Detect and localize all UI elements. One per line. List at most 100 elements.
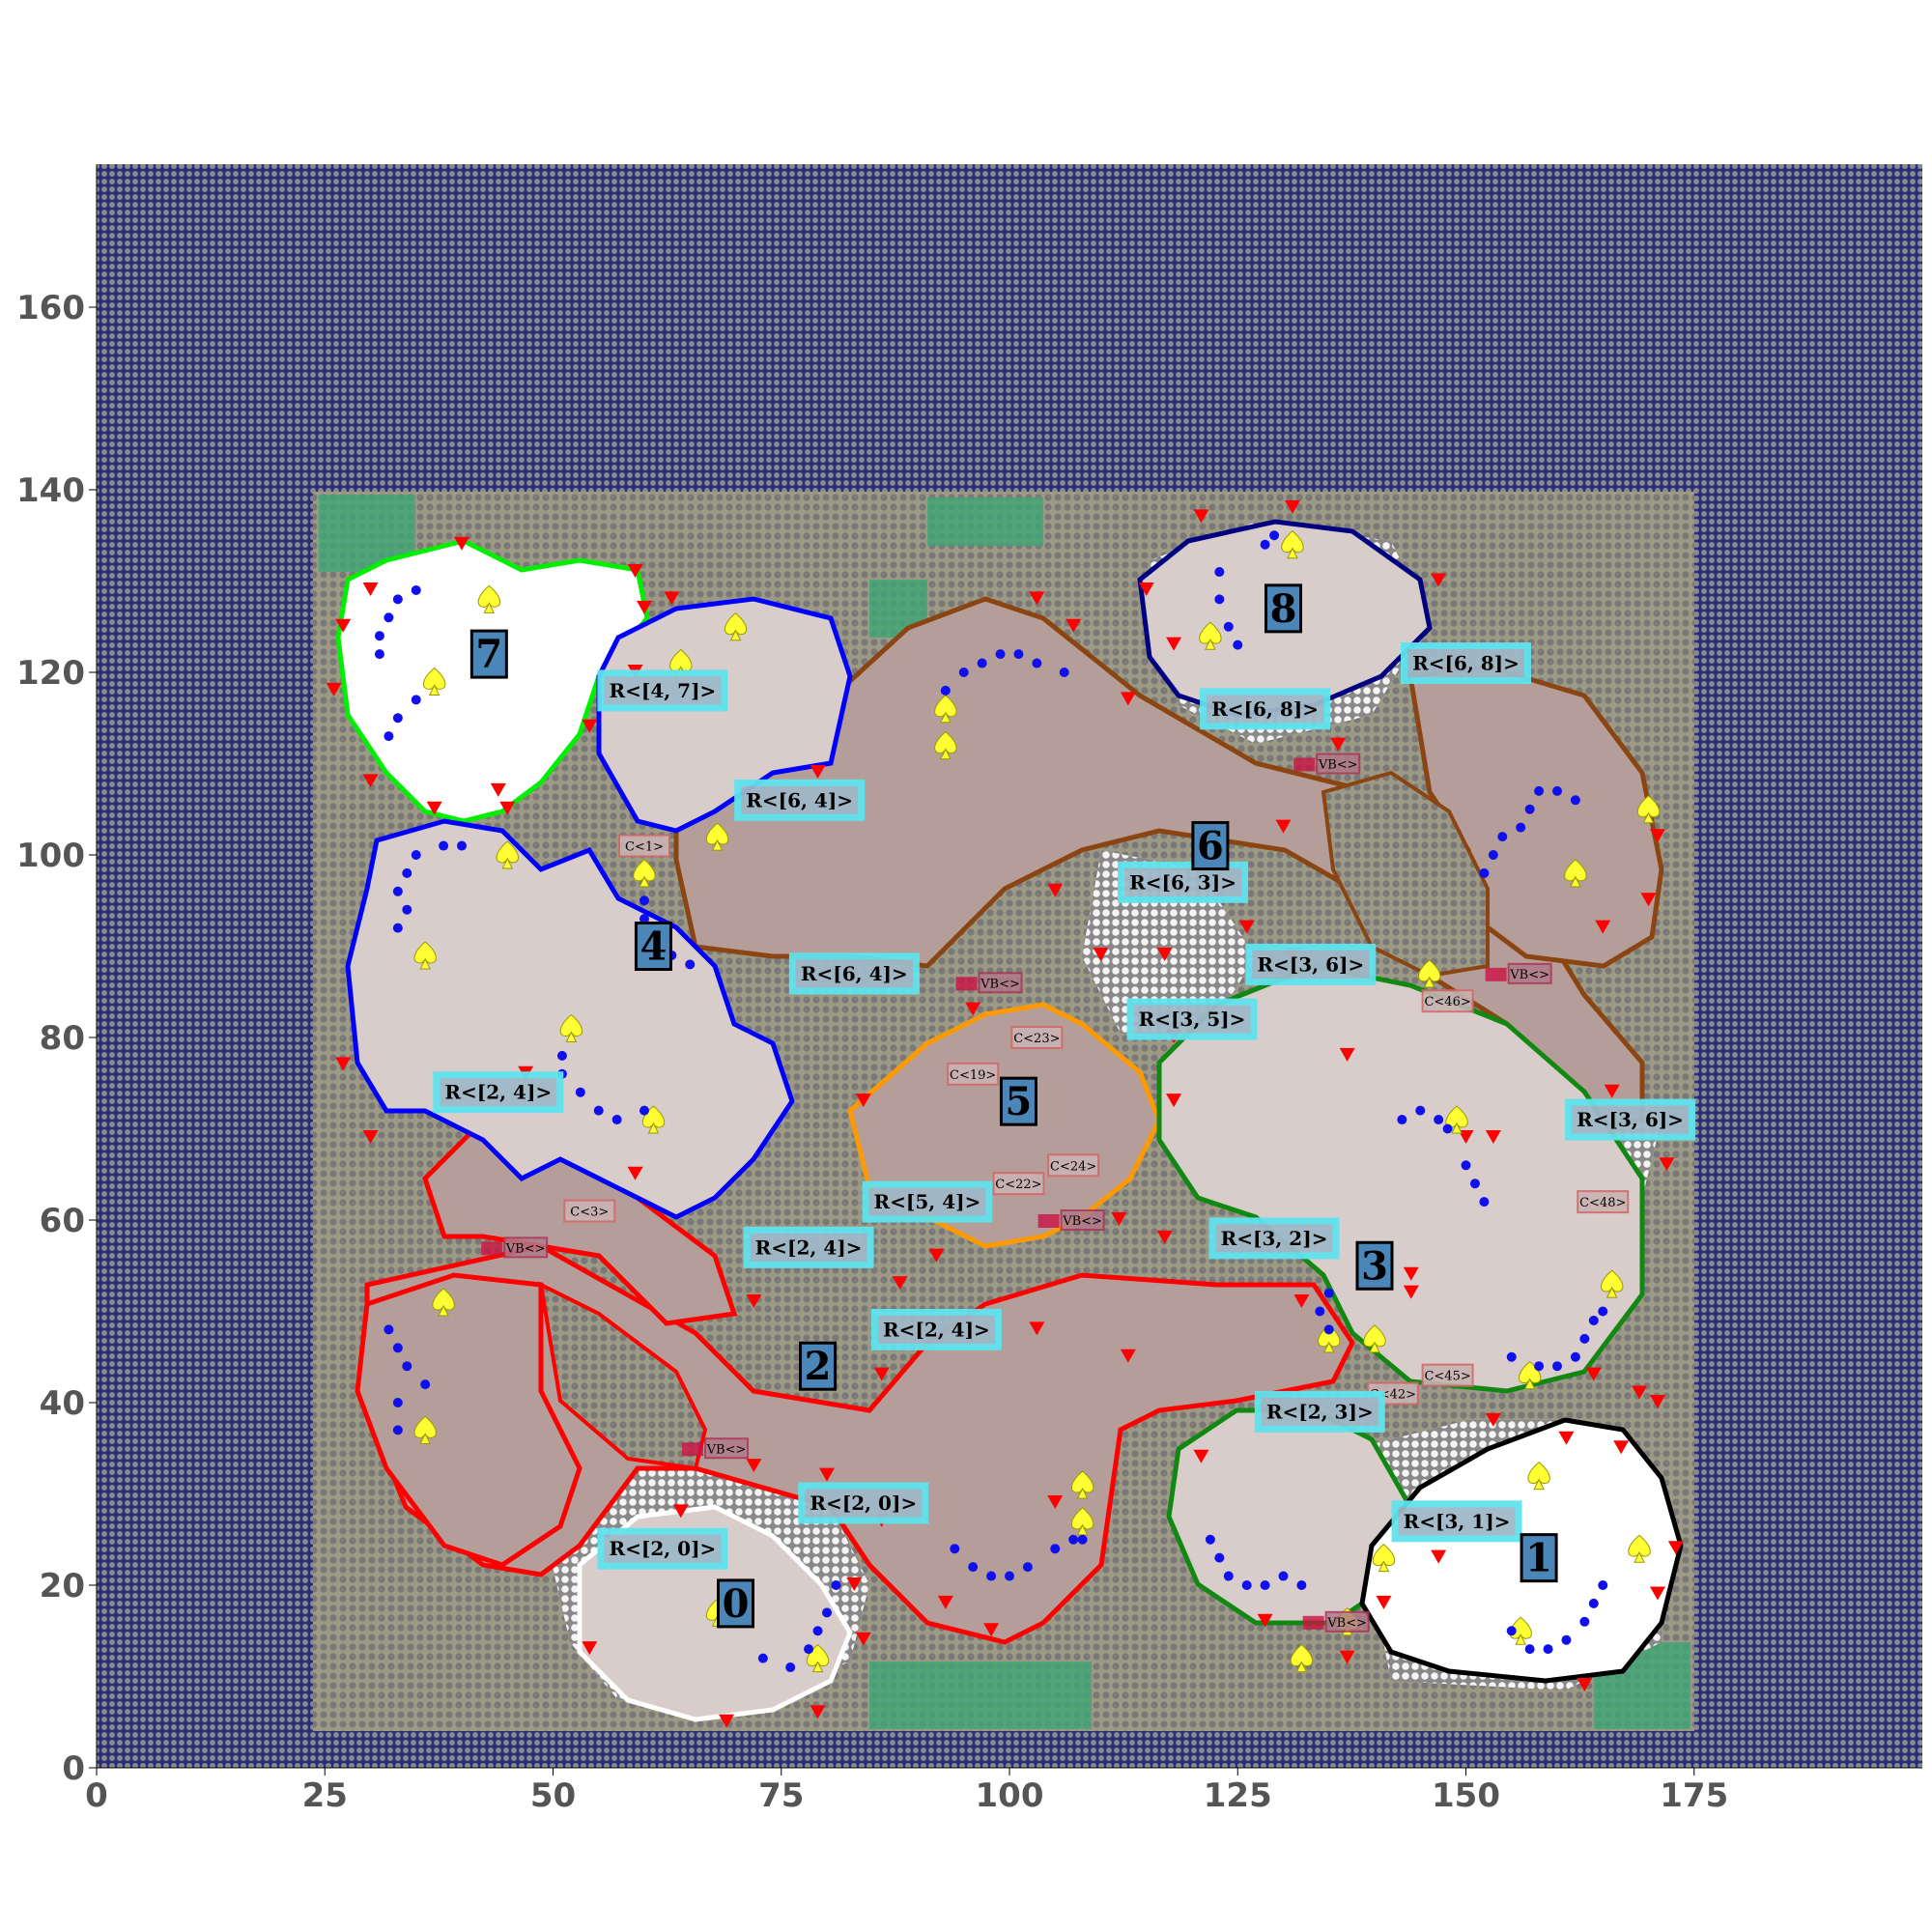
connector-label: C<46> — [1421, 989, 1474, 1013]
red-triangle-marker — [672, 1504, 689, 1519]
path-dot — [556, 1050, 567, 1061]
path-dot — [1032, 658, 1042, 668]
path-dot — [1233, 639, 1243, 650]
vb-label: VB<> — [1302, 1610, 1370, 1633]
spade-icon — [413, 941, 437, 970]
connector-label-text: C<24> — [1050, 1159, 1096, 1174]
red-triangle-marker — [490, 782, 506, 797]
region-label: R<[2, 0]> — [597, 1527, 728, 1570]
room-number-text: 1 — [1525, 1536, 1552, 1581]
spade-icon — [559, 1013, 583, 1043]
path-dot — [958, 668, 969, 677]
red-triangle-marker — [1613, 1440, 1630, 1455]
path-dot — [1524, 1644, 1535, 1655]
path-dot — [593, 1105, 604, 1116]
path-dot — [1516, 822, 1526, 833]
red-triangle-marker — [1111, 1212, 1127, 1226]
path-dot — [1241, 1580, 1252, 1590]
path-dot — [411, 695, 421, 705]
room-number-label: 0 — [717, 1578, 754, 1629]
red-triangle-marker — [965, 1002, 981, 1016]
region-label-text: R<[4, 7]> — [609, 679, 716, 702]
path-dot — [1260, 1580, 1270, 1590]
red-triangle-marker — [1595, 920, 1611, 934]
path-dot — [940, 685, 951, 696]
vb-label: VB<> — [1037, 1209, 1105, 1231]
grey-islands — [1321, 770, 1490, 979]
path-dot — [639, 1105, 649, 1116]
red-triangle-marker — [1047, 883, 1064, 897]
vb-label-text: VB<> — [1062, 1214, 1102, 1229]
path-dot — [1506, 1626, 1517, 1636]
path-dot — [1415, 1105, 1426, 1116]
red-triangle-marker — [846, 1577, 863, 1591]
path-dot — [1022, 1562, 1033, 1573]
path-dot — [1205, 1534, 1215, 1545]
room-number-label: 3 — [1355, 1240, 1394, 1291]
red-triangle-marker — [1558, 1431, 1575, 1445]
path-dot — [1050, 1544, 1061, 1554]
path-dot — [1214, 567, 1225, 578]
red-triangle-marker — [1166, 637, 1182, 651]
connector-label: C<3> — [563, 1199, 616, 1223]
path-dot — [1588, 1598, 1599, 1608]
path-dot — [1570, 795, 1580, 806]
path-dot — [1497, 832, 1508, 842]
red-triangle-marker — [1485, 1412, 1501, 1427]
vb-label: VB<> — [682, 1437, 750, 1460]
region-label-text: R<[2, 0]> — [609, 1537, 716, 1560]
red-triangle-marker — [637, 600, 652, 614]
spade-icon — [477, 584, 500, 613]
red-triangle-marker — [1659, 1157, 1675, 1172]
red-triangle-marker — [335, 1057, 352, 1071]
region-label-text: R<[6, 3]> — [1129, 870, 1236, 894]
red-triangle-marker — [1166, 1094, 1182, 1108]
vb-label: VB<> — [955, 972, 1023, 994]
red-triangle-marker — [582, 719, 598, 733]
red-triangle-marker — [1156, 947, 1173, 961]
region-label: R<[6, 8]> — [1200, 688, 1331, 730]
path-dot — [968, 1562, 979, 1573]
region-label-text: R<[2, 0]> — [810, 1492, 917, 1515]
region-label-text: R<[2, 4]> — [883, 1318, 990, 1341]
spade-icon — [1281, 530, 1304, 559]
path-dot — [1223, 1571, 1234, 1581]
connector-label: C<19> — [947, 1062, 1000, 1086]
red-triangle-marker — [1284, 499, 1300, 514]
vb-label-text: VB<> — [505, 1241, 546, 1256]
room-number-label: 2 — [799, 1341, 838, 1391]
red-triangle-marker — [454, 536, 469, 551]
red-triangle-marker — [1640, 893, 1657, 907]
room-number-label: 4 — [634, 922, 672, 971]
path-dot — [392, 594, 403, 605]
spade-icon — [1527, 1461, 1550, 1491]
region-label-text: R<[3, 1]> — [1404, 1510, 1511, 1533]
room-number-text: 3 — [1361, 1243, 1388, 1289]
red-triangle-marker — [1403, 1285, 1419, 1299]
room-number-text: 6 — [1197, 824, 1224, 869]
red-triangle-marker — [855, 1094, 871, 1108]
path-dot — [1269, 530, 1280, 541]
spade-icon — [1564, 859, 1587, 888]
room-number-text: 8 — [1270, 586, 1297, 632]
path-dot — [1278, 1571, 1289, 1581]
y-tick-label: 0 — [62, 1749, 85, 1788]
path-dot — [995, 649, 1006, 660]
path-dot — [411, 850, 421, 860]
region-label: R<[6, 4]> — [734, 779, 866, 821]
connector-label-text: C<45> — [1424, 1370, 1470, 1384]
room-7-area — [335, 538, 650, 824]
red-triangle-marker — [499, 801, 516, 815]
path-dot — [1570, 1351, 1580, 1362]
red-triangle-marker — [1485, 1129, 1501, 1144]
spade-icon — [1418, 959, 1441, 988]
path-dot — [439, 840, 449, 851]
path-dot — [392, 1343, 403, 1353]
red-triangle-marker — [810, 1705, 826, 1719]
path-dot — [1260, 539, 1270, 550]
red-triangle-marker — [627, 1166, 643, 1180]
region-label: R<[3, 1]> — [1391, 1500, 1522, 1543]
room-number-label: 7 — [469, 629, 508, 679]
connector-label: C<23> — [1010, 1026, 1064, 1049]
room-number-text: 0 — [723, 1581, 750, 1627]
